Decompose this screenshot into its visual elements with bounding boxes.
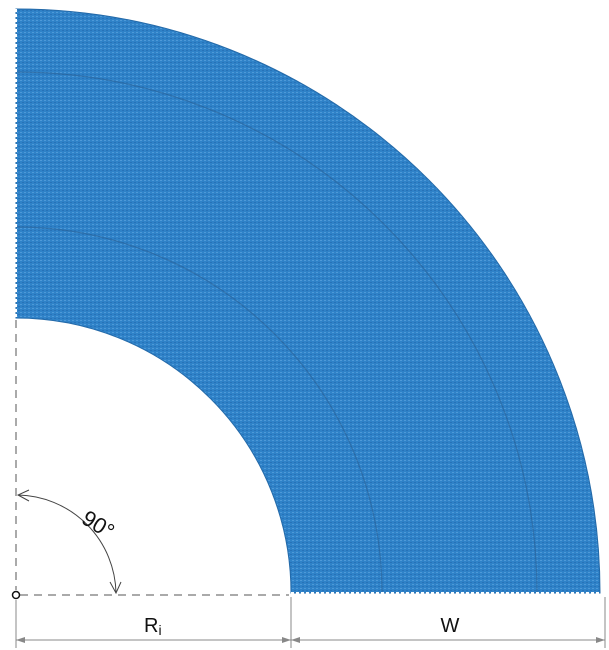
inner-radius-arrow-right-icon <box>282 637 291 643</box>
center-point-icon <box>11 590 21 600</box>
belt-row-line-2 <box>15 71 538 594</box>
inner-radius-letter: R <box>144 615 158 637</box>
inner-radius-subscript: i <box>158 622 161 638</box>
belt-row-line-1 <box>15 226 383 594</box>
width-arrow-left-icon <box>291 637 300 643</box>
belt-segment <box>15 8 601 594</box>
width-label: W <box>441 615 460 637</box>
inner-radius-label: Ri <box>144 615 162 638</box>
width-arrow-right-icon <box>596 637 605 643</box>
angle-arrowhead-top-icon <box>16 489 30 502</box>
inner-radius-arrow-left-icon <box>16 637 25 643</box>
angle-label: 90° <box>78 505 119 544</box>
angle-arc <box>17 494 117 594</box>
angle-arrowhead-bottom-icon <box>109 581 122 595</box>
